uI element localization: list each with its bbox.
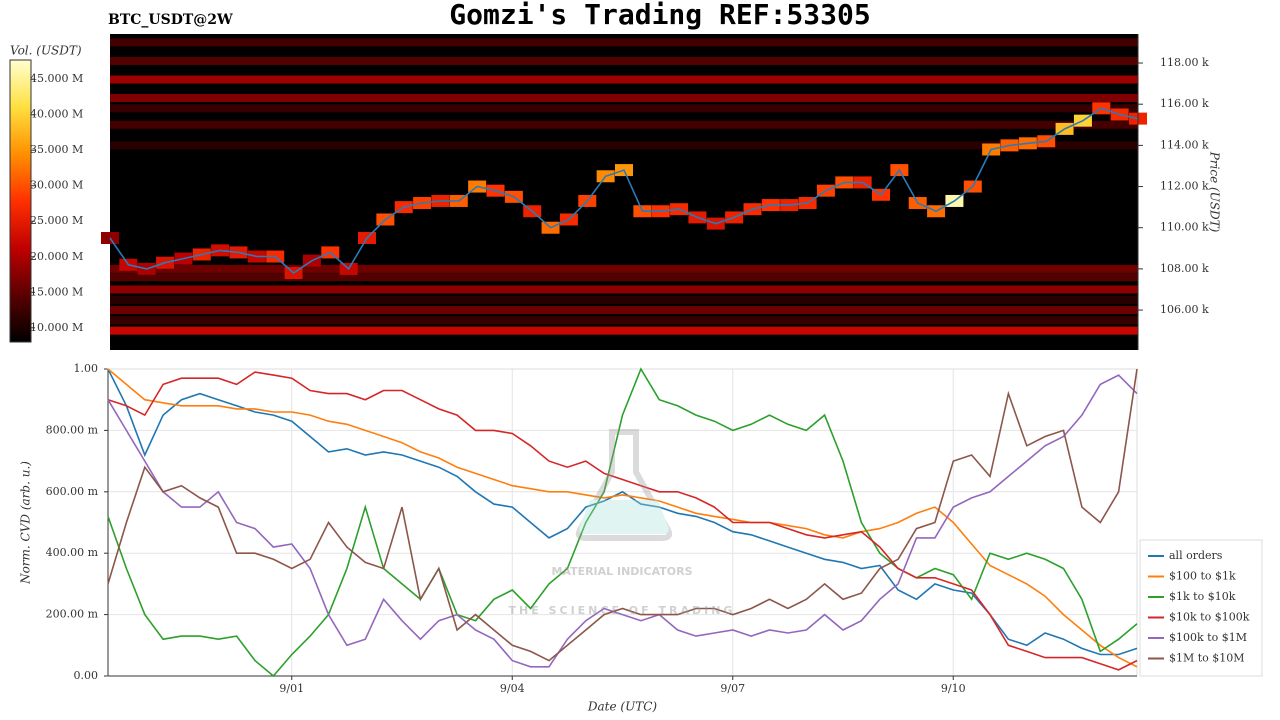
y-tick-label: 114.00 k: [1160, 138, 1209, 151]
page-title: Gomzi's Trading REF:53305: [449, 0, 870, 31]
y-tick-label: 0.00: [74, 669, 99, 682]
watermark-name: MATERIAL INDICATORS: [551, 565, 692, 578]
watermark-tagline: THE SCIENCE OF TRADING: [509, 604, 736, 617]
colorbar-tick-label: 20.000 M: [30, 250, 83, 263]
liquidity-band: [110, 38, 1138, 47]
colorbar-tick-label: 15.000 M: [30, 285, 83, 298]
colorbar-tick-label: 25.000 M: [30, 214, 83, 227]
symbol-label: BTC_USDT@2W: [108, 12, 233, 28]
y-axis-label: Price (USDT): [1208, 151, 1222, 233]
liquidity-band: [110, 104, 1138, 113]
legend-label: $100k to $1M: [1169, 631, 1247, 644]
liquidity-band: [110, 326, 1138, 335]
x-tick-label: 9/04: [500, 682, 525, 695]
y-tick-label: 200.00 m: [46, 608, 99, 621]
series-line: [107, 368, 1138, 668]
y-tick-label: 106.00 k: [1160, 303, 1209, 316]
y-tick-label: 600.00 m: [46, 485, 99, 498]
y-tick-label: 400.00 m: [46, 546, 99, 559]
legend-label: $1k to $10k: [1169, 590, 1236, 603]
y-tick-label: 1.00: [74, 362, 99, 375]
colorbar-tick-label: 30.000 M: [30, 179, 83, 192]
liquidity-band: [110, 273, 1138, 282]
y-tick-label: 800.00 m: [46, 423, 99, 436]
legend-box: [1139, 539, 1263, 677]
legend-label: $100 to $1k: [1169, 570, 1236, 583]
watermark-flask: [575, 429, 673, 541]
y-tick-label: 108.00 k: [1160, 262, 1209, 275]
liquidity-band: [110, 264, 1138, 273]
colorbar-tick-label: 10.000 M: [30, 321, 83, 334]
liquidity-band: [110, 285, 1138, 294]
price-line: [109, 107, 1139, 275]
series-line: [107, 371, 1138, 671]
colorbar-label: Vol. (USDT): [10, 44, 82, 58]
colorbar: [9, 59, 32, 343]
legend-label: $10k to $100k: [1169, 611, 1250, 624]
liquidity-band: [110, 94, 1138, 103]
liquidity-band: [110, 316, 1138, 325]
y-tick-label: 118.00 k: [1160, 56, 1209, 69]
colorbar-tick-label: 45.000 M: [30, 72, 83, 85]
liquidity-band: [110, 120, 1138, 129]
liquidity-band: [110, 56, 1138, 65]
liquidity-band: [110, 295, 1138, 304]
y-axis-label: Norm. CVD (arb. u.): [19, 461, 33, 585]
series-line: [107, 368, 1138, 662]
series-line: [107, 374, 1138, 668]
colorbar-tick-label: 40.000 M: [30, 108, 83, 121]
y-tick-label: 112.00 k: [1160, 180, 1209, 193]
x-axis-label: Date (UTC): [587, 700, 657, 714]
x-tick-label: 9/10: [941, 682, 966, 695]
liquidity-band: [110, 141, 1138, 150]
y-tick-label: 116.00 k: [1160, 97, 1209, 110]
x-tick-label: 9/01: [279, 682, 304, 695]
legend-label: $1M to $10M: [1169, 652, 1245, 665]
x-tick-label: 9/07: [720, 682, 745, 695]
series-line: [107, 367, 1138, 678]
liquidity-band: [110, 306, 1138, 315]
liquidity-band: [110, 75, 1138, 84]
colorbar-tick-label: 35.000 M: [30, 143, 83, 156]
y-tick-label: 110.00 k: [1160, 221, 1209, 234]
legend-label: all orders: [1169, 549, 1223, 562]
